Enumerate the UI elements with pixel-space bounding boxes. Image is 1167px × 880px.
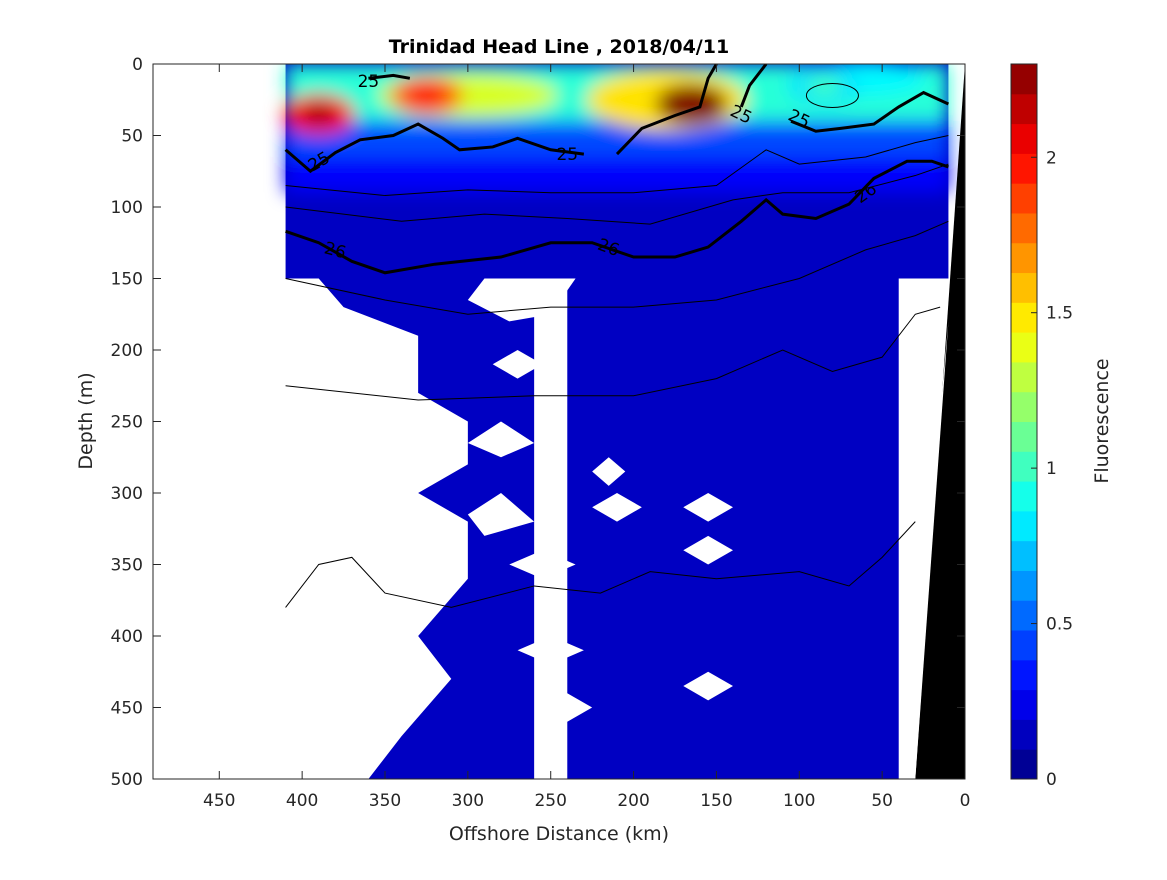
thin-contour-0 [285, 135, 949, 197]
colorbar-level-17 [1011, 242, 1037, 274]
y-tick-label-450: 450 [111, 699, 143, 719]
fluorescence-core-0 [300, 103, 337, 126]
colorbar-level-3 [1011, 659, 1037, 691]
x-tick-label-0: 0 [960, 791, 971, 811]
colorbar: 0 0.5 1 1.5 2 [1010, 63, 1073, 790]
y-tick-label-150: 150 [111, 270, 143, 290]
y-tick-label-100: 100 [111, 198, 143, 218]
colorbar-level-10 [1011, 451, 1037, 482]
y-tick-label-300: 300 [111, 484, 143, 504]
no-data-gap-10 [509, 550, 576, 579]
colorbar-level-8 [1011, 510, 1037, 542]
colorbar-level-20 [1011, 153, 1037, 184]
colorbar-level-9 [1011, 481, 1037, 512]
colorbar-level-4 [1011, 630, 1037, 661]
colorbar-tick-label-1.5: 1.5 [1046, 304, 1073, 324]
colorbar-level-19 [1011, 183, 1037, 214]
y-tick-label-250: 250 [111, 413, 143, 433]
no-data-gap-8 [683, 535, 733, 565]
colorbar-level-14 [1011, 332, 1037, 363]
colorbar-level-0 [1011, 749, 1037, 780]
no-data-gap-4 [592, 457, 626, 486]
colorbar-level-13 [1011, 361, 1037, 393]
colorbar-level-21 [1011, 123, 1037, 154]
no-data-gap-6 [592, 493, 642, 522]
thin-contour-1 [285, 163, 949, 225]
x-tick-label-450: 450 [203, 791, 235, 811]
field-offshore-block [567, 278, 899, 779]
colorbar-tick-label-1: 1 [1046, 459, 1057, 479]
fluorescence-core-3 [806, 74, 843, 97]
colorbar-level-7 [1011, 540, 1037, 571]
no-data-gap-5 [467, 493, 535, 536]
y-axis-label: Depth (m) [75, 372, 97, 469]
density-contour-1 [615, 64, 718, 156]
colorbar-level-18 [1011, 212, 1037, 244]
colorbar-level-11 [1011, 421, 1037, 452]
colorbar-level-23 [1011, 64, 1037, 95]
contour-label-text: 25 [556, 145, 578, 165]
colorbar-level-5 [1011, 600, 1037, 631]
contour-label-3: 25 [358, 72, 380, 92]
fluorescence-core-1 [408, 84, 445, 107]
no-data-gap-0 [153, 278, 468, 779]
colorbar-level-22 [1011, 93, 1037, 125]
density-contour-3 [368, 73, 411, 80]
contour-label-1: 25 [556, 145, 578, 165]
x-tick-label-400: 400 [286, 791, 318, 811]
colorbar-frame [1010, 63, 1038, 780]
x-axis-label: Offshore Distance (km) [449, 823, 669, 845]
x-tick-label-100: 100 [783, 791, 815, 811]
colorbar-label: Fluorescence [1091, 358, 1113, 483]
no-data-gap-12 [542, 693, 593, 722]
no-data-gap-3 [467, 421, 535, 458]
no-data-gap-11 [517, 636, 584, 665]
no-data-gap-1 [467, 278, 576, 322]
x-tick-label-200: 200 [617, 791, 649, 811]
chart-title: Trinidad Head Line , 2018/04/11 [389, 36, 729, 58]
colorbar-level-6 [1011, 570, 1037, 601]
density-contour-4 [790, 90, 950, 133]
shelf-gap [907, 321, 949, 779]
surface-layer [282, 64, 949, 193]
x-tick-label-250: 250 [534, 791, 566, 811]
x-tick-label-300: 300 [452, 791, 484, 811]
density-contour-2 [739, 64, 768, 108]
no-data-gap-9 [683, 671, 733, 701]
no-data-gap-7 [683, 493, 733, 522]
y-tick-label-0: 0 [132, 55, 143, 75]
surface-band-darkblue [285, 156, 949, 193]
thin-contour-loop [805, 82, 859, 108]
thin-contour-4 [285, 521, 916, 608]
y-tick-label-500: 500 [111, 770, 143, 790]
contour-label-text: 25 [358, 72, 380, 92]
thin-contour-3 [285, 306, 941, 401]
y-tick-label-200: 200 [111, 341, 143, 361]
no-data-gap-2 [492, 350, 543, 379]
colorbar-level-1 [1011, 719, 1037, 750]
y-tick-label-400: 400 [111, 627, 143, 647]
density-contour-5 [285, 159, 949, 275]
density-contour-0 [284, 122, 585, 174]
x-tick-label-150: 150 [700, 791, 732, 811]
x-tick-label-350: 350 [369, 791, 401, 811]
y-tick-label-50: 50 [121, 127, 143, 147]
thin-contour-2 [285, 220, 949, 315]
fluorescence-core-2 [673, 93, 710, 116]
colorbar-tick-label-0.5: 0.5 [1046, 615, 1073, 635]
colorbar-level-12 [1011, 391, 1037, 422]
colorbar-tick-label-2: 2 [1046, 148, 1057, 168]
colorbar-level-2 [1011, 689, 1037, 720]
colorbar-tick-label-0: 0 [1046, 770, 1057, 790]
colorbar-level-15 [1011, 302, 1037, 333]
x-tick-label-50: 50 [871, 791, 893, 811]
y-tick-label-350: 350 [111, 556, 143, 576]
colorbar-level-16 [1011, 272, 1037, 303]
